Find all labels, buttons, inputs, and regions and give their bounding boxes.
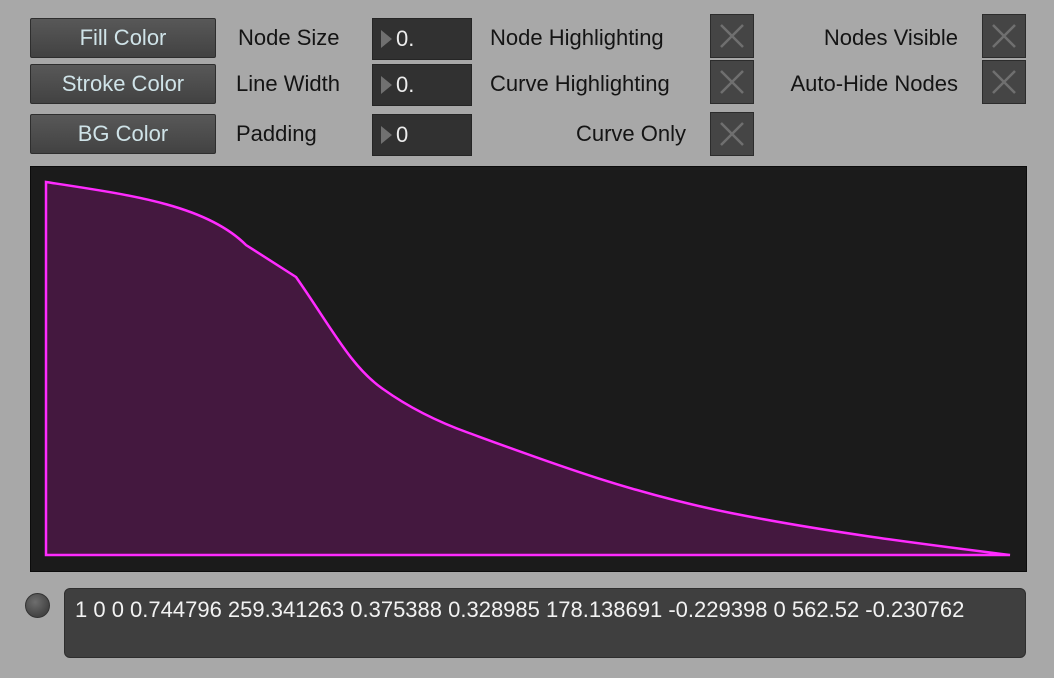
x-icon: [992, 24, 1016, 48]
x-icon: [720, 70, 744, 94]
curve-highlighting-label: Curve Highlighting: [490, 71, 670, 96]
curve-editor[interactable]: [30, 166, 1027, 572]
output-message-box[interactable]: 1 0 0 0.744796 259.341263 0.375388 0.328…: [64, 588, 1026, 658]
fill-color-button[interactable]: Fill Color: [30, 18, 216, 58]
node-size-number-box[interactable]: 0.: [372, 18, 472, 60]
curve-highlighting-toggle[interactable]: [710, 60, 754, 104]
line-width-value: 0.: [396, 72, 415, 97]
number-arrow-icon: [381, 76, 392, 94]
curve-only-label: Curve Only: [575, 121, 686, 146]
curve-canvas[interactable]: [31, 167, 1026, 571]
x-icon: [720, 24, 744, 48]
padding-number-box[interactable]: 0: [372, 114, 472, 156]
auto-hide-nodes-label: Auto-Hide Nodes: [790, 71, 958, 96]
nodes-visible-label: Nodes Visible: [823, 25, 958, 50]
x-icon: [992, 70, 1016, 94]
bang-button[interactable]: [25, 593, 50, 618]
number-arrow-icon: [381, 126, 392, 144]
padding-label: Padding: [236, 121, 317, 146]
bg-color-button[interactable]: BG Color: [30, 114, 216, 154]
node-highlighting-label: Node Highlighting: [490, 25, 664, 50]
padding-value: 0: [396, 122, 409, 147]
node-size-label: Node Size: [238, 25, 340, 50]
line-width-label: Line Width: [236, 71, 340, 96]
node-size-value: 0.: [396, 26, 415, 51]
line-width-number-box[interactable]: 0.: [372, 64, 472, 106]
nodes-visible-toggle[interactable]: [982, 14, 1026, 58]
curve-only-toggle[interactable]: [710, 112, 754, 156]
number-arrow-icon: [381, 30, 392, 48]
auto-hide-nodes-toggle[interactable]: [982, 60, 1026, 104]
node-highlighting-toggle[interactable]: [710, 14, 754, 58]
x-icon: [720, 122, 744, 146]
stroke-color-button[interactable]: Stroke Color: [30, 64, 216, 104]
curve-line[interactable]: [44, 180, 1011, 557]
curve-fill-area: [46, 182, 1010, 555]
